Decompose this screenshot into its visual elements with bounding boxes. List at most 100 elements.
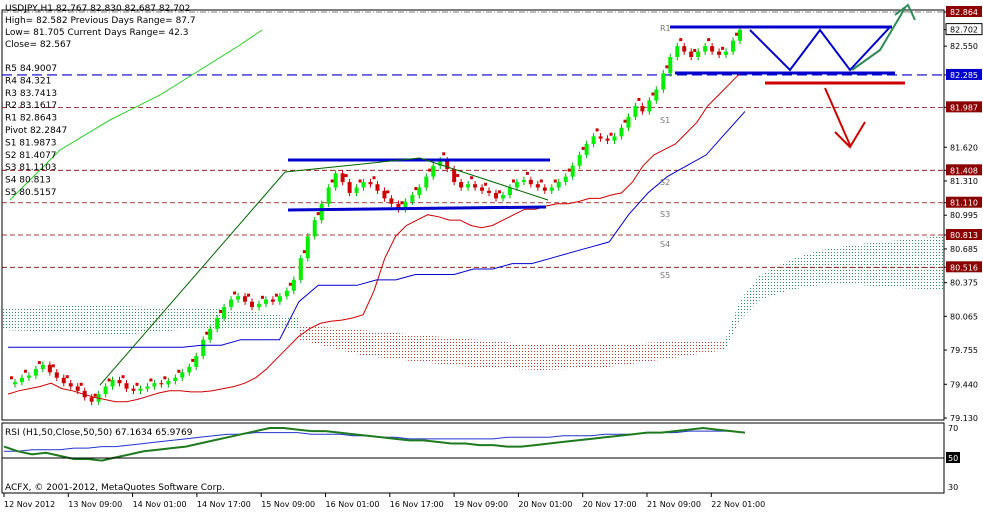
- rsi-label: RSI (H1,50,Close,50,50) 67.1634 65.9769: [5, 428, 193, 438]
- sar-dot: [679, 38, 683, 42]
- sar-dot: [693, 49, 697, 53]
- candle-body: [110, 379, 115, 387]
- candle-body: [166, 381, 171, 385]
- range-bottom-line: [287, 205, 547, 212]
- candle-body: [68, 383, 73, 387]
- sar-dot: [567, 168, 571, 172]
- candle-body: [61, 377, 66, 384]
- candle-body: [724, 51, 729, 55]
- y-tick-label: 81.408: [950, 166, 978, 175]
- y-tick-label: 82.285: [950, 71, 978, 80]
- x-tick-label: 22 Nov 01:00: [711, 500, 765, 509]
- sar-dot: [247, 293, 251, 297]
- candle-body: [33, 369, 38, 376]
- candle-body: [535, 184, 540, 188]
- candle-body: [528, 179, 533, 185]
- candle-body: [507, 187, 512, 196]
- y-tick-label: 81.987: [950, 103, 978, 112]
- close-line: Close= 82.567: [5, 40, 71, 50]
- candle-body: [556, 182, 561, 188]
- blue-indicator-line: [8, 111, 746, 348]
- sar-dot: [428, 168, 432, 172]
- sar-dot: [79, 382, 83, 386]
- pivot-label: R5 84.9007: [5, 64, 57, 74]
- y-tick-label: 82.550: [950, 42, 978, 51]
- sar-dot: [414, 187, 418, 191]
- candle-body: [438, 160, 443, 166]
- pivot-label: S5 80.5157: [5, 188, 57, 198]
- down-arrow-head: [834, 121, 866, 149]
- candle-body: [47, 364, 52, 373]
- sar-dot: [735, 32, 739, 36]
- candle-body: [661, 73, 666, 90]
- sar-dot: [191, 358, 195, 362]
- sar-dot: [344, 174, 348, 178]
- candle-body: [466, 184, 471, 188]
- candle-body: [312, 220, 317, 237]
- analysis-drawings: [9, 3, 916, 386]
- candle-body: [19, 377, 24, 383]
- pivot-label: R2 83.1617: [5, 101, 57, 111]
- candle-body: [473, 184, 478, 188]
- candle-body: [152, 383, 157, 387]
- candle-body: [131, 388, 136, 391]
- candle-body: [347, 182, 352, 193]
- candle-body: [598, 136, 603, 139]
- sar-dot: [539, 179, 543, 183]
- candle-body: [626, 116, 631, 128]
- candle-body: [368, 182, 373, 185]
- level-tag: S2: [660, 178, 670, 187]
- pivot-label: R3 83.7413: [5, 89, 57, 99]
- rsi-current-badge: [946, 452, 960, 463]
- x-tick-label: 13 Nov 09:00: [68, 500, 122, 509]
- candle-body: [305, 236, 310, 259]
- x-tick-label: 14 Nov 17:00: [197, 500, 251, 509]
- candle-body: [605, 138, 610, 141]
- candle-body: [138, 388, 143, 391]
- level-tag: S1: [660, 116, 670, 125]
- zigzag-projection: [749, 26, 891, 72]
- down-arrow-shaft: [824, 87, 851, 146]
- candle-body: [514, 182, 519, 188]
- candle-body: [159, 383, 164, 385]
- candle-body: [717, 51, 722, 55]
- candle-body: [389, 198, 394, 204]
- y-tick-label: 81.620: [950, 143, 978, 152]
- sar-dot: [23, 369, 27, 373]
- candle-body: [500, 195, 505, 199]
- candle-body: [298, 258, 303, 280]
- sar-dot: [65, 375, 69, 379]
- candle-body: [173, 377, 178, 382]
- y-tick-label: 82.864: [950, 8, 978, 17]
- sar-dot: [205, 331, 209, 335]
- sar-dot: [386, 190, 390, 194]
- sar-dot: [525, 171, 529, 175]
- sar-dot: [330, 179, 334, 183]
- rsi-tick: 50: [948, 454, 958, 463]
- sar-dot: [707, 38, 711, 42]
- sar-dot: [595, 128, 599, 132]
- sar-dot: [37, 361, 41, 365]
- candle-body: [445, 160, 450, 170]
- x-tick-label: 15 Nov 09:00: [261, 500, 315, 509]
- candle-body: [340, 173, 345, 183]
- price-badge: [946, 6, 982, 17]
- candle-body: [284, 290, 289, 297]
- candle-body: [675, 46, 680, 58]
- candle-body: [654, 89, 659, 101]
- candle-body: [263, 299, 268, 304]
- candle-body: [215, 317, 220, 329]
- candle-body: [689, 51, 694, 58]
- x-tick-label: 12 Nov 2012: [4, 500, 55, 509]
- candle-body: [542, 187, 547, 191]
- candle-body: [640, 105, 645, 112]
- x-tick-label: 16 Nov 01:00: [326, 500, 380, 509]
- x-tick-label: 14 Nov 01:00: [133, 500, 187, 509]
- y-tick-label: 80.813: [950, 231, 978, 240]
- sar-dot: [163, 376, 167, 380]
- y-tick-label: 80.516: [950, 263, 978, 272]
- candle-body: [647, 100, 652, 112]
- pivot-label: S3 81.1103: [5, 163, 57, 173]
- candle-body: [431, 165, 436, 177]
- candle-body: [26, 375, 31, 378]
